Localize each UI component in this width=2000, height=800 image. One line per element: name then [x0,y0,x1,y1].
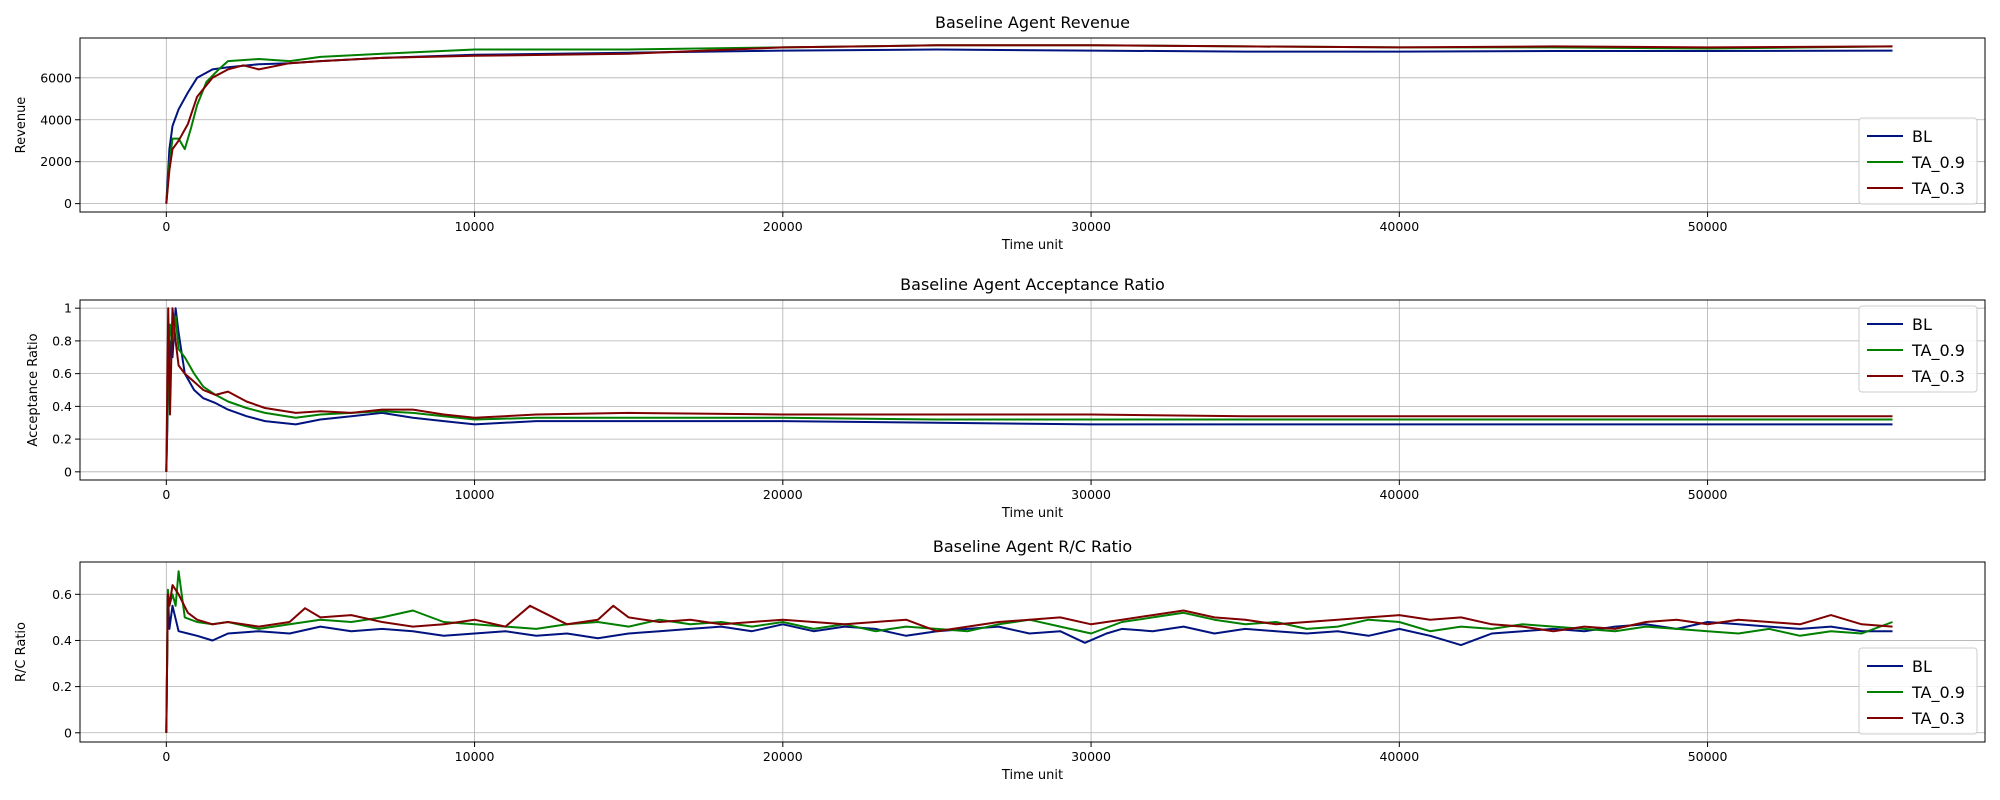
y-tick-label: 4000 [40,112,72,127]
legend-label: TA_0.3 [1911,367,1965,387]
y-tick-label: 0.4 [52,633,72,648]
legend: BL TA_0.9 TA_0.3 [1858,305,1978,393]
x-tick-label: 50000 [1688,219,1728,234]
series-line-ta-0-3 [165,307,1893,472]
legend-label: TA_0.9 [1911,153,1965,173]
x-tick-label: 50000 [1688,487,1728,502]
series-line-ta-0-9 [165,570,1893,733]
plot-frame [79,561,1986,743]
legend-frame [1858,117,1978,205]
y-tick-label: 0 [64,196,72,211]
legend-frame [1858,305,1978,393]
y-tick-label: 6000 [40,70,72,85]
y-tick-label: 0.2 [52,432,72,447]
y-tick-label: 0 [64,725,72,740]
legend-label: BL [1912,315,1932,334]
y-axis-label: R/C Ratio [14,622,29,682]
x-tick-label: 10000 [455,219,495,234]
y-tick-label: 0.8 [52,333,72,348]
x-axis-label: Time unit [1001,238,1063,253]
legend-label: TA_0.3 [1911,709,1965,729]
x-tick-label: 10000 [455,749,495,764]
x-tick-label: 20000 [763,487,803,502]
x-axis-label: Time unit [1001,506,1063,521]
y-tick-label: 0.6 [52,587,72,602]
chart-panel-1: 0 10000 20000 30000 40000 50000 0 2000 4000 6000 B… [14,13,1986,253]
chart-title: Baseline Agent Acceptance Ratio [900,275,1165,294]
x-tick-label: 40000 [1379,487,1419,502]
series-line-ta-0-3 [165,44,1893,204]
x-axis-label: Time unit [1001,768,1063,783]
x-tick-label: 40000 [1379,749,1419,764]
legend-label: TA_0.9 [1911,683,1965,703]
series-line-ta-0-9 [165,44,1893,204]
legend-label: BL [1912,127,1932,146]
series-line-ta-0-3 [165,584,1893,733]
chart-panel-2: 0 10000 20000 30000 40000 50000 0 0.2 0.4 0.6 0.8 1… [26,275,1986,521]
y-tick-label: 1 [64,301,72,316]
legend-label: BL [1912,657,1932,676]
series-line-ta-0-9 [165,315,1893,472]
x-tick-label: 50000 [1688,749,1728,764]
legend-label: TA_0.9 [1911,341,1965,361]
x-tick-label: 40000 [1379,219,1419,234]
y-tick-label: 0.6 [52,366,72,381]
chart-title: Baseline Agent R/C Ratio [933,537,1132,556]
chart-panel-3: 0 10000 20000 30000 40000 50000 0 0.2 0.4 0.6 Base… [14,537,1986,783]
x-tick-label: 0 [162,219,170,234]
x-tick-label: 0 [162,487,170,502]
x-tick-label: 20000 [763,749,803,764]
y-tick-label: 0.2 [52,679,72,694]
x-tick-label: 30000 [1071,749,1111,764]
legend: BL TA_0.9 TA_0.3 [1858,647,1978,735]
series-line-bl [165,307,1893,472]
y-tick-label: 0 [64,464,72,479]
x-tick-label: 0 [162,749,170,764]
y-tick-label: 0.4 [52,399,72,414]
series-line-bl [165,48,1893,204]
x-tick-label: 30000 [1071,219,1111,234]
y-axis-label: Acceptance Ratio [26,333,41,446]
y-axis-label: Revenue [14,97,29,154]
plot-frame [79,299,1986,481]
legend: BL TA_0.9 TA_0.3 [1858,117,1978,205]
x-tick-label: 30000 [1071,487,1111,502]
y-tick-label: 2000 [40,154,72,169]
x-tick-label: 10000 [455,487,495,502]
legend-label: TA_0.3 [1911,179,1965,199]
chart-title: Baseline Agent Revenue [935,13,1130,32]
legend-frame [1858,647,1978,735]
plot-frame [79,37,1986,213]
x-tick-label: 20000 [763,219,803,234]
